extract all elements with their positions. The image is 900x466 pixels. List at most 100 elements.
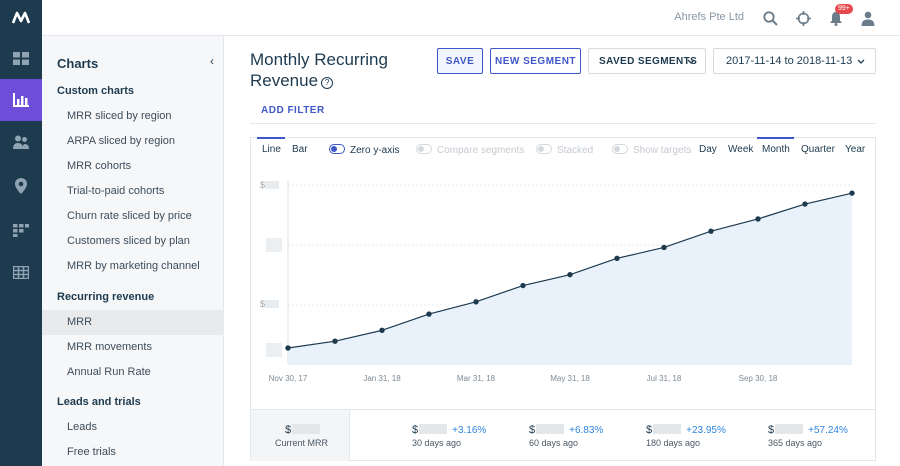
y-label-currency: $ <box>260 180 266 190</box>
interval-week[interactable]: Week <box>728 144 754 155</box>
stacked-label: Stacked <box>557 145 594 156</box>
company-name[interactable]: Ahrefs Pte Ltd <box>674 11 744 23</box>
currency-symbol: $ <box>646 424 653 436</box>
toggle-icon <box>536 144 552 154</box>
sidebar-item-mrr-cohorts[interactable]: MRR cohorts <box>67 160 132 172</box>
icon-rail <box>0 0 42 466</box>
sidebar-item-mrr-movements[interactable]: MRR movements <box>67 341 152 353</box>
interval-quarter[interactable]: Quarter <box>801 144 835 155</box>
page-title: Monthly Recurring Revenue? <box>250 49 388 91</box>
area-fill <box>288 193 852 364</box>
interval-month[interactable]: Month <box>762 144 790 155</box>
y-axis-label-mid: $ <box>260 299 280 309</box>
data-point <box>285 345 291 351</box>
stat-180-days-label: 180 days ago <box>646 438 701 448</box>
map-pin-icon[interactable] <box>0 165 42 207</box>
stat-365-days-label: 365 days ago <box>768 438 823 448</box>
sidebar-item-mrr-sliced-by-region[interactable]: MRR sliced by region <box>67 110 172 122</box>
data-point <box>379 327 385 334</box>
data-point <box>426 311 432 317</box>
stacked-toggle[interactable]: Stacked <box>536 144 593 156</box>
customers-icon[interactable] <box>0 121 42 163</box>
app-logo[interactable] <box>0 0 42 36</box>
blurred-value <box>536 424 565 434</box>
currency-symbol: $ <box>412 424 419 436</box>
sidebar-item-free-trials[interactable]: Free trials <box>67 446 116 458</box>
table-icon[interactable] <box>0 251 42 293</box>
search-icon[interactable] <box>760 8 780 28</box>
data-point <box>708 228 714 234</box>
sidebar-item-arpa-sliced-by-region[interactable]: ARPA sliced by region <box>67 135 176 147</box>
date-range-label: 2017-11-14 to 2018-11-13 <box>726 55 853 67</box>
dashboard-icon[interactable] <box>0 37 42 79</box>
show-targets-label: Show targets <box>633 145 692 156</box>
interval-day[interactable]: Day <box>699 144 717 155</box>
y-label-currency: $ <box>260 299 266 309</box>
collapse-sidebar-icon[interactable]: ‹ <box>210 54 214 68</box>
segments-icon[interactable] <box>0 209 42 251</box>
top-bar: Ahrefs Pte Ltd 99+ <box>42 0 900 36</box>
toggle-icon <box>612 144 628 154</box>
line-tab-indicator <box>257 137 285 139</box>
zero-y-axis-label: Zero y-axis <box>350 145 400 156</box>
add-filter-button[interactable]: ADD FILTER <box>261 105 325 116</box>
data-point <box>849 190 855 196</box>
compare-segments-label: Compare segments <box>437 145 525 156</box>
crosshair-icon[interactable] <box>793 8 813 28</box>
save-button[interactable]: SAVE <box>437 48 483 74</box>
sidebar-item-trial-to-paid-cohorts[interactable]: Trial-to-paid cohorts <box>67 185 165 197</box>
bell-icon[interactable]: 99+ <box>826 4 853 28</box>
compare-segments-toggle[interactable]: Compare segments <box>416 144 524 156</box>
sidebar-item-annual-run-rate[interactable]: Annual Run Rate <box>67 366 151 378</box>
notification-badge: 99+ <box>835 4 853 14</box>
x-tick-label: May 31, 18 <box>550 374 590 383</box>
summary-divider <box>250 409 876 410</box>
change-percent: +57.24% <box>808 425 848 436</box>
help-icon[interactable]: ? <box>321 77 334 89</box>
blurred-value <box>775 424 804 434</box>
data-point <box>332 338 338 344</box>
section-custom-charts: Custom charts <box>57 85 135 97</box>
blurred-value <box>292 424 321 434</box>
interval-year[interactable]: Year <box>845 144 866 155</box>
data-point <box>473 299 479 305</box>
blurred-value <box>265 181 280 189</box>
data-point <box>802 201 808 207</box>
charts-icon[interactable] <box>0 79 42 121</box>
data-point <box>661 244 667 251</box>
y-axis-label-top: $ <box>260 180 280 190</box>
chart-panel <box>250 137 876 461</box>
sidebar-item-churn-rate-sliced-by-price[interactable]: Churn rate sliced by price <box>67 210 192 222</box>
chevron-down-icon <box>687 59 695 64</box>
sidebar-item-customers-sliced-by-plan[interactable]: Customers sliced by plan <box>67 235 190 247</box>
sidebar-item-mrr-by-marketing-channel[interactable]: MRR by marketing channel <box>67 260 200 272</box>
saved-segments-label: SAVED SEGMENTS <box>599 55 698 67</box>
data-point <box>520 282 526 289</box>
saved-segments-dropdown[interactable]: SAVED SEGMENTS <box>588 48 706 74</box>
stat-30-days-label: 30 days ago <box>412 438 462 448</box>
chart-type-line[interactable]: Line <box>262 144 281 155</box>
y-axis-label-blurred <box>266 343 282 357</box>
page-title-line2: Revenue <box>250 71 319 90</box>
zero-y-axis-toggle[interactable]: Zero y-axis <box>329 144 399 156</box>
change-percent: +23.95% <box>686 425 726 436</box>
date-range-dropdown[interactable]: 2017-11-14 to 2018-11-13 <box>713 48 876 74</box>
sidebar-item-mrr[interactable]: MRR <box>42 310 224 335</box>
stat-30-days: $ +3.16% <box>412 424 486 436</box>
x-tick-label: Jan 31, 18 <box>363 374 401 383</box>
change-percent: +3.16% <box>452 425 487 436</box>
show-targets-toggle[interactable]: Show targets <box>612 144 691 156</box>
blurred-value <box>653 424 682 434</box>
data-point <box>755 216 761 222</box>
x-tick-label: Jul 31, 18 <box>647 374 682 383</box>
chart-type-bar[interactable]: Bar <box>292 144 308 155</box>
blurred-value <box>265 300 280 308</box>
stat-60-days: $ +6.83% <box>529 424 603 436</box>
currency-symbol: $ <box>529 424 536 436</box>
sidebar-item-leads[interactable]: Leads <box>67 421 97 433</box>
user-icon[interactable] <box>858 8 878 28</box>
new-segment-button[interactable]: NEW SEGMENT <box>490 48 581 74</box>
data-point <box>614 255 620 262</box>
section-recurring-revenue: Recurring revenue <box>57 291 155 303</box>
section-leads-and-trials: Leads and trials <box>57 396 141 408</box>
